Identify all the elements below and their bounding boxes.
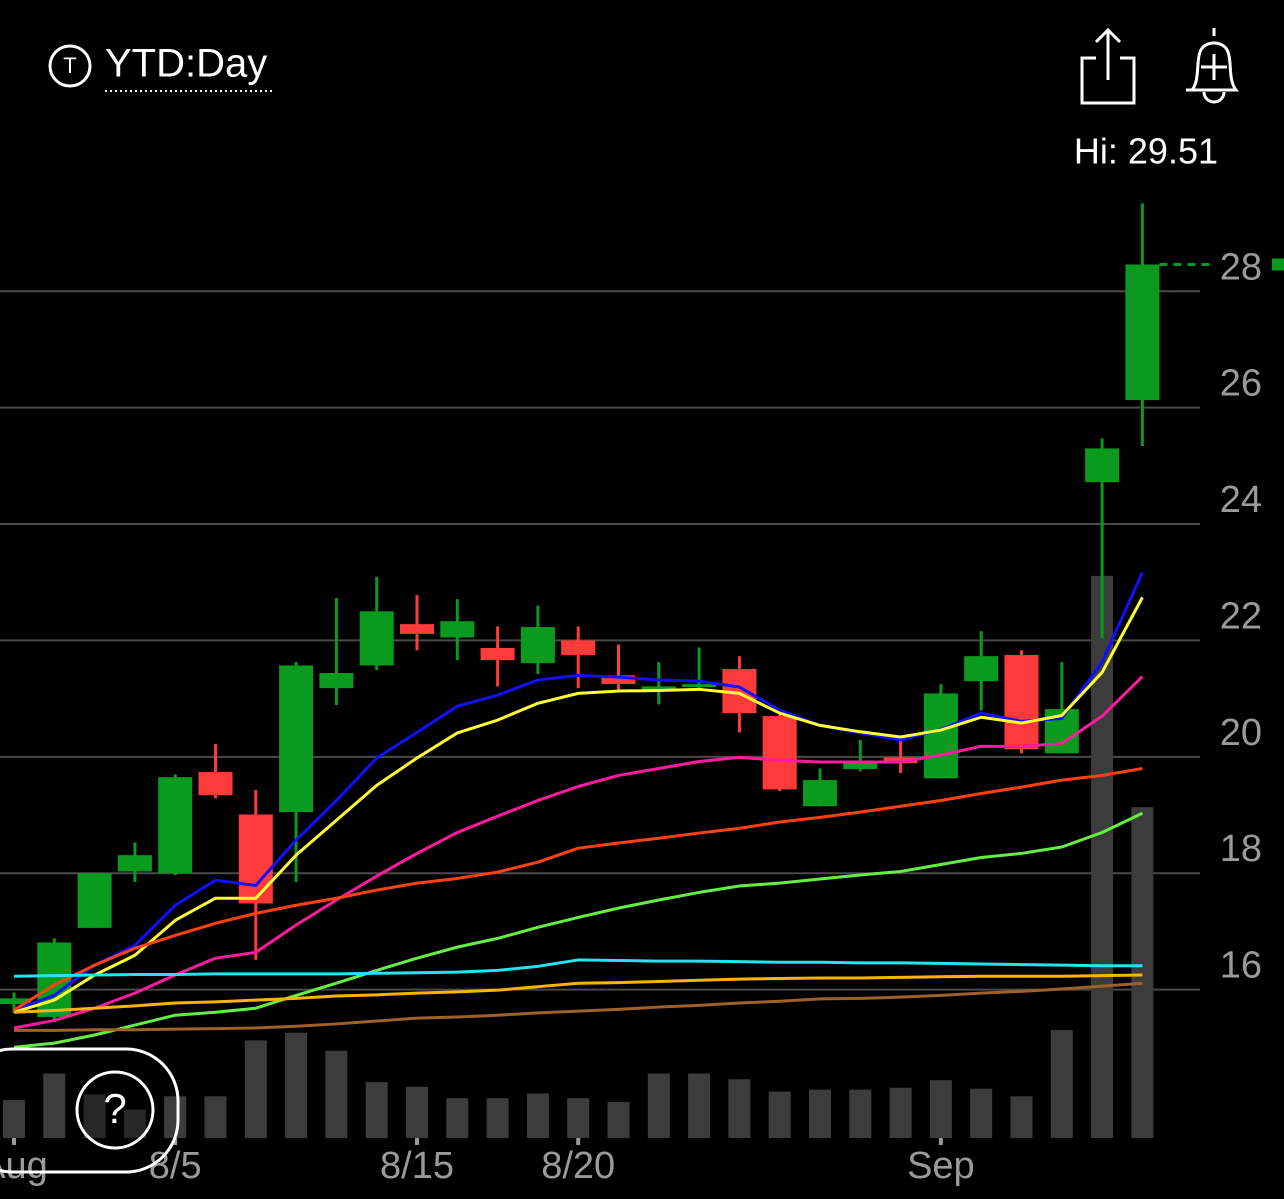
moving-average-line <box>13 766 1143 1012</box>
volume-bar <box>1010 1096 1033 1138</box>
volume-bar <box>647 1073 670 1138</box>
chart: 16 18 20 22 24 26 28 Aug 8/5 8/15 8/20 Sep <box>0 203 1284 1187</box>
candle-body <box>923 693 958 779</box>
ticker-icon <box>48 44 92 88</box>
moving-average-line <box>13 973 1143 1014</box>
x-tick-label: 8/20 <box>541 1145 615 1187</box>
candle-body <box>0 998 31 1005</box>
volume-bar <box>607 1101 630 1138</box>
candle-body <box>883 757 918 764</box>
x-tick-label: 8/5 <box>149 1145 202 1187</box>
candle-body <box>964 656 999 682</box>
volume-bar <box>728 1079 751 1138</box>
candle-body <box>520 627 555 664</box>
x-tick-label: 8/15 <box>380 1145 454 1187</box>
volume-bar <box>889 1087 912 1138</box>
volume-bar <box>768 1091 791 1138</box>
volume-bar <box>526 1093 549 1138</box>
help-label: ? <box>103 1085 126 1132</box>
plus-icon <box>1201 54 1227 80</box>
candle-body <box>601 675 636 685</box>
candle-body <box>440 621 475 638</box>
volume-bar <box>970 1088 993 1138</box>
candle-body <box>1125 264 1160 401</box>
y-tick-label: 26 <box>1220 363 1262 405</box>
candle-body <box>77 873 112 928</box>
volume-bar <box>406 1086 428 1138</box>
candle-body <box>561 640 596 655</box>
candle-body <box>803 780 837 807</box>
volume-bar <box>567 1098 590 1138</box>
candle-body <box>198 771 233 796</box>
bell-clapper <box>1202 91 1226 104</box>
volume-bar <box>325 1050 348 1138</box>
volume-bar <box>1131 807 1154 1138</box>
volume-bar <box>929 1080 952 1138</box>
period-selector[interactable]: T YTD:Day <box>48 42 275 92</box>
moving-average-line <box>13 675 1144 1030</box>
moving-average-line <box>13 811 1144 1049</box>
moving-average-line <box>14 981 1143 1032</box>
candle-body <box>359 611 394 666</box>
volume-bar <box>204 1096 227 1138</box>
candle-body <box>400 624 434 635</box>
candle-body <box>279 665 314 813</box>
candle-body <box>117 855 152 872</box>
y-tick-label: 16 <box>1220 945 1262 987</box>
candle-body <box>843 763 878 770</box>
candle-body <box>762 716 797 790</box>
moving-average-line <box>13 571 1144 1012</box>
help-button[interactable]: ? <box>0 1047 180 1174</box>
candle-body <box>682 684 717 688</box>
help-circle <box>75 1070 155 1150</box>
help-outline <box>0 1047 180 1174</box>
volume-bar <box>244 1040 267 1138</box>
volume-bar <box>285 1032 308 1138</box>
ticker-icon-letter: T <box>63 53 76 78</box>
volume-bar <box>688 1073 711 1138</box>
candle-body <box>238 814 273 904</box>
candle-body <box>158 777 193 874</box>
share-box <box>1080 56 1136 105</box>
volume-bar <box>83 1094 106 1138</box>
volume-bar <box>486 1098 509 1138</box>
high-label: Hi: 29.51 <box>1074 131 1218 172</box>
volume-bar <box>164 1096 187 1138</box>
candle-body <box>641 686 676 690</box>
period-label: YTD:Day <box>105 42 267 86</box>
moving-average-line <box>13 958 1143 978</box>
x-tick-label: Aug <box>0 1145 48 1187</box>
last-price-marker <box>1272 258 1284 271</box>
alert-button[interactable] <box>1186 28 1240 104</box>
y-tick-label: 24 <box>1220 479 1262 521</box>
volume-bar <box>3 1100 25 1138</box>
volume-bar <box>365 1082 388 1138</box>
y-tick-label: 20 <box>1220 712 1262 754</box>
y-tick-label: 22 <box>1220 595 1262 637</box>
share-arrow <box>1094 27 1122 80</box>
volume-bar <box>43 1073 66 1138</box>
candle-body <box>319 673 354 689</box>
volume-bar <box>446 1098 469 1138</box>
x-tick-label: Sep <box>907 1145 975 1187</box>
volume-bar <box>123 1109 146 1138</box>
moving-average-line <box>13 596 1144 1014</box>
volume-bar <box>1050 1029 1073 1138</box>
candle-body <box>1085 448 1120 483</box>
share-button[interactable] <box>1080 27 1136 105</box>
candle-body <box>480 647 515 661</box>
bell <box>1186 28 1240 92</box>
y-tick-label: 18 <box>1220 828 1262 870</box>
candle-body <box>1004 654 1039 750</box>
volume-bar <box>809 1089 831 1138</box>
volume-bar <box>1091 575 1114 1138</box>
volume-bar <box>849 1089 872 1138</box>
y-tick-label: 28 <box>1220 246 1262 288</box>
